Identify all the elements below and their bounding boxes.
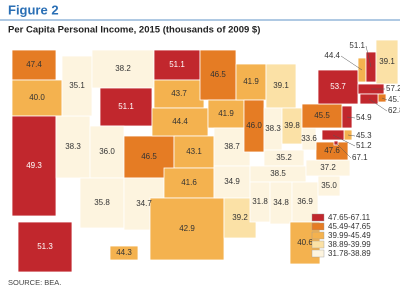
state-value: 36.0 [99, 147, 115, 156]
state-value: 46.5 [210, 70, 226, 79]
state-value: 35.2 [276, 153, 292, 162]
legend: 47.65-67.1145.49-47.6539.99-45.4938.89-3… [311, 213, 371, 258]
state [109, 245, 139, 261]
state-value: 39.1 [273, 81, 289, 90]
state [11, 79, 63, 117]
state-value: 35.8 [94, 198, 110, 207]
leader-line [381, 97, 388, 101]
figure-number: Figure 2 [8, 2, 59, 17]
state [265, 63, 297, 109]
state [207, 99, 245, 129]
state-value: 54.9 [356, 113, 372, 122]
state [79, 177, 125, 229]
map-title: Per Capita Personal Income, 2015 (thousa… [8, 25, 260, 36]
state-value: 39.8 [284, 121, 300, 130]
states [11, 39, 399, 273]
state-value: 44.3 [116, 248, 132, 257]
state-value: 57.2 [386, 84, 400, 93]
state-value: 47.6 [324, 146, 340, 155]
state [17, 221, 73, 273]
state [149, 197, 225, 261]
state-value: 41.6 [181, 178, 197, 187]
state-value: 39.1 [379, 57, 395, 66]
state-value: 46.5 [141, 152, 157, 161]
state-value: 43.1 [186, 147, 202, 156]
state-value: 45.3 [356, 131, 372, 140]
state-value: 38.3 [265, 124, 281, 133]
state-value: 46.0 [246, 121, 262, 130]
state-value: 35.1 [69, 81, 85, 90]
state-value: 67.1 [352, 153, 368, 162]
leader-line [332, 134, 356, 147]
state-value: 47.4 [26, 60, 42, 69]
legend-label: 31.78-38.89 [328, 249, 371, 258]
legend-swatch [311, 222, 325, 231]
state-value: 35.0 [321, 181, 337, 190]
state-value: 37.2 [320, 163, 336, 172]
state [11, 115, 57, 217]
state-value: 51.3 [37, 242, 53, 251]
state-value: 40.0 [29, 93, 45, 102]
state [199, 49, 237, 101]
state-value: 49.3 [26, 161, 42, 170]
state-value: 51.1 [169, 60, 185, 69]
state [173, 135, 215, 169]
state-value: 34.8 [273, 198, 289, 207]
state-value: 51.1 [349, 41, 365, 50]
leader-line [346, 116, 356, 119]
leader-line [335, 142, 352, 159]
state-value: 42.9 [179, 224, 195, 233]
state [153, 79, 205, 109]
legend-swatch [311, 249, 325, 258]
state-value: 38.5 [270, 169, 286, 178]
state-value: 43.7 [171, 89, 187, 98]
leader-line [365, 45, 372, 68]
state-value: 44.4 [324, 51, 340, 60]
state-value: 51.1 [118, 102, 134, 111]
state-value: 34.9 [224, 177, 240, 186]
legend-label: 38.89-39.99 [328, 240, 371, 249]
legend-swatch [311, 240, 325, 249]
legend-label: 47.65-67.11 [328, 213, 371, 222]
state-value: 41.9 [218, 109, 234, 118]
legend-swatch [311, 213, 325, 222]
state [151, 107, 209, 137]
legend-label: 45.49-47.65 [328, 222, 371, 231]
state-value: 33.6 [301, 134, 317, 143]
state [91, 49, 155, 89]
source: SOURCE: BEA. [8, 278, 61, 287]
state-value: 31.8 [252, 197, 268, 206]
state-value: 62.8 [388, 106, 400, 115]
leader-line [368, 98, 388, 112]
state [375, 39, 399, 85]
legend-label: 39.99-45.49 [328, 231, 371, 240]
state-value: 38.2 [115, 64, 131, 73]
state-value: 39.2 [232, 213, 248, 222]
state [315, 141, 349, 161]
state-value: 34.7 [136, 199, 152, 208]
leader-line [340, 55, 363, 71]
state-value: 38.3 [65, 142, 81, 151]
state-value: 45.7 [388, 95, 400, 104]
labels: 47.4 40.0 49.3 38.3 35.1 38.2 51.1 36.0 35.8 46.5… [26, 41, 400, 257]
leader-line [347, 134, 356, 137]
state-value: 41.9 [243, 77, 259, 86]
state [99, 87, 153, 127]
state-value: 36.9 [297, 197, 313, 206]
state-value: 40.6 [297, 238, 313, 247]
state-value: 51.2 [356, 141, 372, 150]
state-value: 44.4 [172, 117, 188, 126]
state-value: 45.5 [314, 111, 330, 120]
legend-swatch [311, 231, 325, 240]
state-value: 53.7 [330, 82, 346, 91]
state-value: 38.7 [224, 142, 240, 151]
